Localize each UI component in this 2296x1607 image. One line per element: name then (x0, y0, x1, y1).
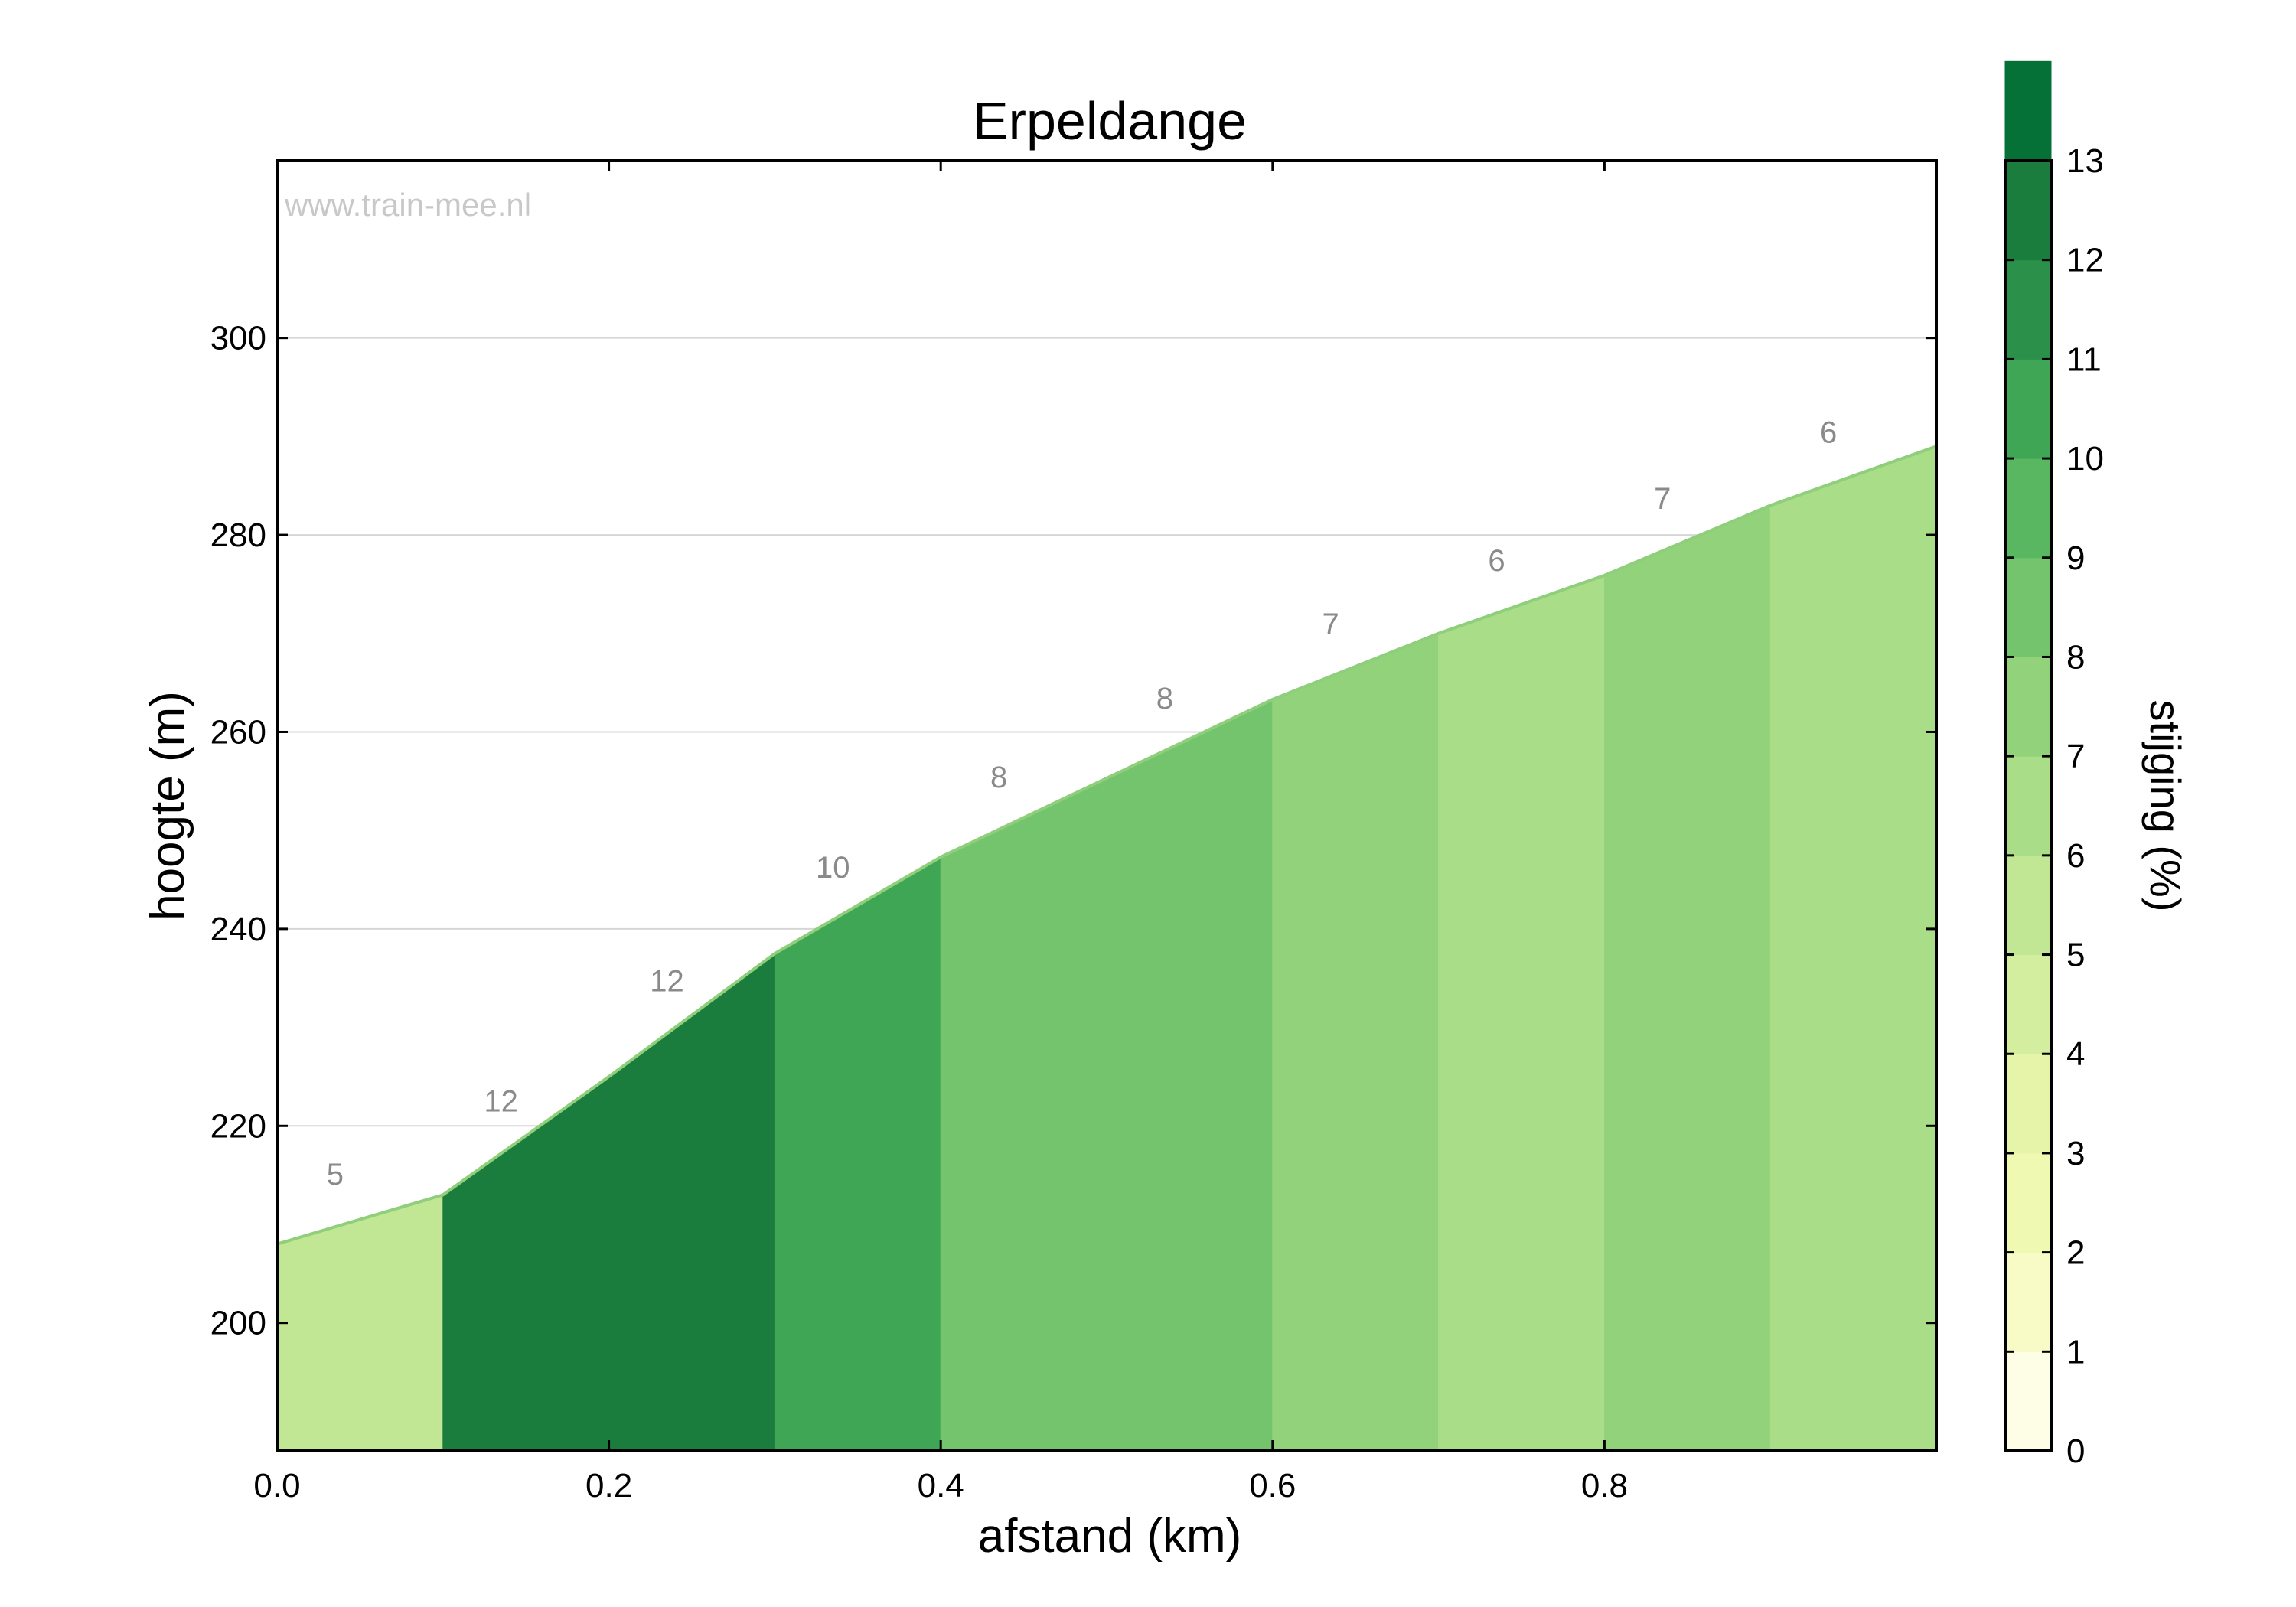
colorbar-band (2004, 954, 2052, 1054)
y-tick-label: 260 (210, 713, 266, 751)
gradient-label: 7 (1654, 482, 1671, 516)
gradient-label: 6 (1488, 544, 1505, 578)
gradient-label: 7 (1322, 608, 1339, 641)
x-tick-label: 0.0 (253, 1467, 300, 1504)
x-tick-label: 0.6 (1249, 1467, 1296, 1504)
colorbar-band (2004, 557, 2052, 657)
colorbar-band (2004, 458, 2052, 559)
colorbar-tick-label: 0 (2066, 1433, 2085, 1470)
colorbar-tick-label: 11 (2066, 341, 2102, 378)
watermark: www.train-mee.nl (284, 187, 531, 223)
colorbar-tick-label: 13 (2066, 142, 2104, 180)
gradient-label: 10 (816, 851, 850, 885)
gradient-segment (1769, 445, 1937, 1452)
x-axis-ticks: 0.0 0.2 0.4 0.6 0.8 (253, 161, 1628, 1504)
colorbar-tick-label: 9 (2066, 539, 2085, 577)
profile-line (276, 445, 1937, 1246)
colorbar-tick-label: 4 (2066, 1035, 2085, 1073)
y-tick-label: 300 (210, 320, 266, 357)
colorbar-band (2004, 259, 2052, 360)
gradient-labels: 5 12 12 10 8 8 7 6 7 6 (327, 416, 1837, 1191)
colorbar-band (2004, 755, 2052, 856)
y-tick-label: 280 (210, 517, 266, 554)
colorbar-tick-label: 8 (2066, 638, 2085, 676)
colorbar-band (2004, 855, 2052, 956)
gradient-segment (1603, 504, 1771, 1452)
colorbar-band (2004, 1351, 2052, 1452)
colorbar-band (2004, 358, 2052, 459)
gradient-segment (1272, 633, 1440, 1452)
colorbar-band (2004, 1252, 2052, 1352)
colorbar-tick-label: 2 (2066, 1234, 2085, 1272)
y-axis-ticks: 200 220 240 260 280 300 (210, 320, 1936, 1342)
gradient-segment (1438, 575, 1605, 1452)
gradient-segment (1106, 699, 1274, 1452)
gradient-label: 8 (1156, 682, 1173, 715)
x-tick-label: 0.8 (1581, 1467, 1628, 1504)
x-tick-label: 0.2 (585, 1467, 632, 1504)
profile-line-group (276, 445, 1937, 1246)
gradient-label: 6 (1820, 416, 1837, 449)
gradient-label: 12 (650, 965, 684, 999)
gradient-segment (774, 856, 941, 1452)
y-tick-label: 200 (210, 1305, 266, 1342)
colorbar-band (2004, 160, 2052, 261)
colorbar-tick-label: 12 (2066, 242, 2104, 279)
colorbar-tick-label: 3 (2066, 1135, 2085, 1172)
colorbar-tick-label: 5 (2066, 937, 2085, 974)
gradient-segments (276, 445, 1937, 1452)
plot-frame (276, 159, 1938, 1452)
gradient-label: 8 (990, 761, 1007, 794)
y-tick-label: 240 (210, 911, 266, 948)
colorbar-band (2004, 60, 2052, 161)
colorbar-tick-label: 1 (2066, 1333, 2085, 1371)
gradient-segment (940, 777, 1107, 1452)
y-tick-label: 220 (210, 1107, 266, 1145)
gradient-label: 12 (484, 1084, 518, 1118)
colorbar-band (2004, 656, 2052, 757)
colorbar-tick-label: 6 (2066, 837, 2085, 875)
gradient-label: 5 (327, 1158, 344, 1191)
colorbar-tick-label: 7 (2066, 738, 2085, 775)
colorbar-tick-label: 10 (2066, 440, 2104, 478)
colorbar-label: stijging (%) (2141, 700, 2190, 912)
x-axis-label: afstand (km) (978, 1510, 1242, 1563)
colorbar-band (2004, 1053, 2052, 1154)
chart-title: Erpeldange (973, 91, 1247, 151)
colorbar-frame (2004, 159, 2053, 1452)
y-axis-label: hoogte (m) (142, 691, 194, 921)
colorbar-band (2004, 1152, 2052, 1253)
x-tick-label: 0.4 (918, 1467, 964, 1504)
